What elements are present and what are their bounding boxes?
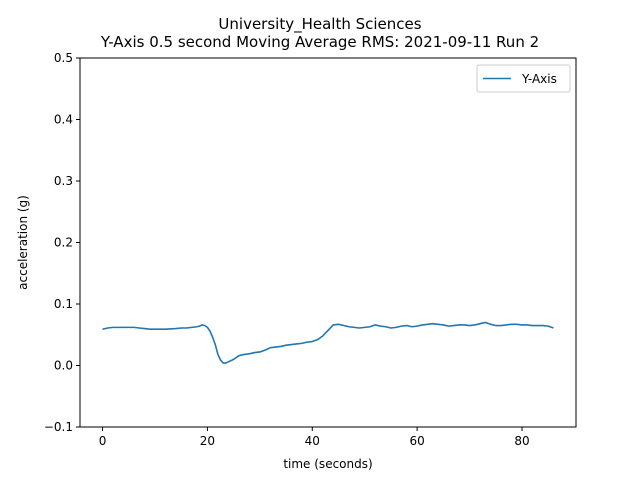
y-tick-label: 0.4	[54, 113, 73, 127]
series-line-y-axis	[102, 321, 554, 364]
legend-label: Y-Axis	[521, 72, 557, 86]
axes-frame	[79, 57, 577, 428]
x-tick-label: 80	[514, 434, 529, 448]
y-tick-label: −0.1	[44, 420, 73, 434]
y-tick-label: 0.5	[54, 51, 73, 65]
chart-subtitle: Y-Axis 0.5 second Moving Average RMS: 20…	[100, 33, 540, 51]
legend-box	[476, 64, 571, 93]
y-tick-label: 0.0	[54, 359, 73, 373]
y-tick-label: 0.3	[54, 174, 73, 188]
y-tick-label: 0.2	[54, 236, 73, 250]
chart-title: University_Health Sciences	[218, 15, 422, 33]
x-tick-label: 60	[409, 434, 424, 448]
legend: Y-Axis	[476, 64, 571, 93]
y-tick-label: 0.1	[54, 297, 73, 311]
x-tick-label: 0	[99, 434, 107, 448]
x-tick-label: 40	[305, 434, 320, 448]
x-axis-label: time (seconds)	[283, 457, 372, 471]
y-axis-label: acceleration (g)	[16, 195, 30, 290]
x-tick-label: 20	[200, 434, 215, 448]
